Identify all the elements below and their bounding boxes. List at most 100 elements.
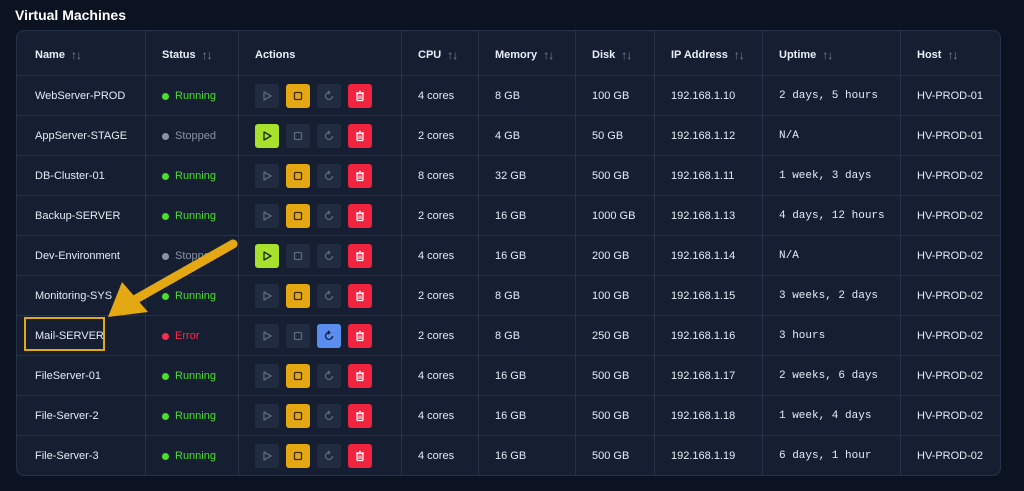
start-button[interactable] xyxy=(255,204,279,228)
sort-arrows-icon[interactable]: ↑↓ xyxy=(201,48,213,62)
stop-button[interactable] xyxy=(286,164,310,188)
status-text: Running xyxy=(175,370,216,382)
column-header-status[interactable]: Status ↑↓ xyxy=(162,34,213,76)
column-header-host[interactable]: Host ↑↓ xyxy=(917,34,958,76)
status-text: Stopped xyxy=(175,130,216,142)
uptime-value: 2 weeks, 6 days xyxy=(779,370,879,382)
trash-icon xyxy=(354,90,366,102)
restart-button[interactable] xyxy=(317,124,341,148)
table-row[interactable]: Monitoring-SYS Running 2 cores 8 GB 100 GB 19… xyxy=(17,276,1000,316)
start-button[interactable] xyxy=(255,364,279,388)
uptime-value: 1 week, 3 days xyxy=(779,170,872,182)
column-header-disk[interactable]: Disk ↑↓ xyxy=(592,34,632,76)
start-button[interactable] xyxy=(255,284,279,308)
delete-button[interactable] xyxy=(348,284,372,308)
table-row[interactable]: Backup-SERVER Running 2 cores 16 GB 1000 GB 1… xyxy=(17,196,1000,236)
restart-button[interactable] xyxy=(317,164,341,188)
host-value: HV-PROD-02 xyxy=(917,330,984,342)
status-badge: Running xyxy=(162,76,216,116)
column-header-memory[interactable]: Memory ↑↓ xyxy=(495,34,554,76)
table-row[interactable]: AppServer-STAGE Stopped 2 cores 4 GB 50 GB 19… xyxy=(17,116,1000,156)
restart-button[interactable] xyxy=(317,204,341,228)
table-row[interactable]: File-Server-2 Running 4 cores 16 GB 500 GB 19… xyxy=(17,396,1000,436)
delete-button[interactable] xyxy=(348,444,372,468)
column-header-label: Actions xyxy=(255,49,296,61)
status-text: Error xyxy=(175,330,200,342)
delete-button[interactable] xyxy=(348,244,372,268)
stop-button[interactable] xyxy=(286,124,310,148)
stop-icon xyxy=(292,370,304,382)
cpu-value: 2 cores xyxy=(418,130,455,142)
action-buttons xyxy=(255,116,379,156)
status-text: Running xyxy=(175,450,216,462)
ip-address-value: 192.168.1.15 xyxy=(671,290,736,302)
status-text: Running xyxy=(175,210,216,222)
trash-icon xyxy=(354,130,366,142)
table-row[interactable]: DB-Cluster-01 Running 8 cores 32 GB 500 GB 19… xyxy=(17,156,1000,196)
stop-button[interactable] xyxy=(286,444,310,468)
host-value: HV-PROD-02 xyxy=(917,410,984,422)
stop-icon xyxy=(292,130,304,142)
restart-button[interactable] xyxy=(317,364,341,388)
restart-icon xyxy=(323,410,335,422)
column-header-uptime[interactable]: Uptime ↑↓ xyxy=(779,34,833,76)
cpu-value: 4 cores xyxy=(418,410,455,422)
stop-button[interactable] xyxy=(286,404,310,428)
delete-button[interactable] xyxy=(348,324,372,348)
vm-name: Backup-SERVER xyxy=(35,210,121,222)
stop-button[interactable] xyxy=(286,284,310,308)
column-header-cpu[interactable]: CPU ↑↓ xyxy=(418,34,458,76)
start-button[interactable] xyxy=(255,324,279,348)
restart-button[interactable] xyxy=(317,84,341,108)
restart-button[interactable] xyxy=(317,444,341,468)
start-button[interactable] xyxy=(255,404,279,428)
restart-button[interactable] xyxy=(317,284,341,308)
sort-arrows-icon[interactable]: ↑↓ xyxy=(733,48,745,62)
table-row[interactable]: FileServer-01 Running 4 cores 16 GB 500 GB 19… xyxy=(17,356,1000,396)
ip-address-value: 192.168.1.13 xyxy=(671,210,736,222)
column-divider xyxy=(401,31,402,475)
start-button[interactable] xyxy=(255,124,279,148)
delete-button[interactable] xyxy=(348,204,372,228)
delete-button[interactable] xyxy=(348,84,372,108)
host-value: HV-PROD-02 xyxy=(917,450,984,462)
sort-arrows-icon[interactable]: ↑↓ xyxy=(447,48,458,62)
table-header: Name ↑↓ Status ↑↓ Actions CPU ↑↓ Memory ↑↓ Disk ↑↓… xyxy=(17,34,1000,76)
cpu-value: 4 cores xyxy=(418,90,455,102)
table-row[interactable]: Dev-Environment Stopped 4 cores 16 GB 200 GB… xyxy=(17,236,1000,276)
disk-value: 250 GB xyxy=(592,330,630,342)
delete-button[interactable] xyxy=(348,404,372,428)
column-header-label: CPU xyxy=(418,49,442,61)
sort-arrows-icon[interactable]: ↑↓ xyxy=(947,48,958,62)
restart-button[interactable] xyxy=(317,324,341,348)
sort-arrows-icon[interactable]: ↑↓ xyxy=(822,48,833,62)
start-button[interactable] xyxy=(255,444,279,468)
column-header-ip-address[interactable]: IP Address ↑↓ xyxy=(671,34,745,76)
column-header-name[interactable]: Name ↑↓ xyxy=(35,34,82,76)
memory-value: 16 GB xyxy=(495,410,527,422)
table-row[interactable]: Mail-SERVER Error 2 cores 8 GB 250 GB 192.168… xyxy=(17,316,1000,356)
cpu-value: 2 cores xyxy=(418,210,455,222)
restart-button[interactable] xyxy=(317,404,341,428)
delete-button[interactable] xyxy=(348,124,372,148)
stop-button[interactable] xyxy=(286,324,310,348)
restart-icon xyxy=(323,90,335,102)
status-badge: Running xyxy=(162,156,216,196)
stop-button[interactable] xyxy=(286,364,310,388)
stop-button[interactable] xyxy=(286,204,310,228)
delete-button[interactable] xyxy=(348,164,372,188)
stop-button[interactable] xyxy=(286,84,310,108)
start-button[interactable] xyxy=(255,244,279,268)
delete-button[interactable] xyxy=(348,364,372,388)
table-row[interactable]: WebServer-PROD Running 4 cores 8 GB 100 GB 19… xyxy=(17,76,1000,116)
sort-arrows-icon[interactable]: ↑↓ xyxy=(543,48,554,62)
table-row[interactable]: File-Server-3 Running 4 cores 16 GB 500 GB 19… xyxy=(17,436,1000,475)
stop-button[interactable] xyxy=(286,244,310,268)
ip-address-value: 192.168.1.18 xyxy=(671,410,736,422)
start-button[interactable] xyxy=(255,164,279,188)
stop-icon xyxy=(292,250,304,262)
sort-arrows-icon[interactable]: ↑↓ xyxy=(70,48,82,62)
sort-arrows-icon[interactable]: ↑↓ xyxy=(621,48,632,62)
start-button[interactable] xyxy=(255,84,279,108)
restart-button[interactable] xyxy=(317,244,341,268)
